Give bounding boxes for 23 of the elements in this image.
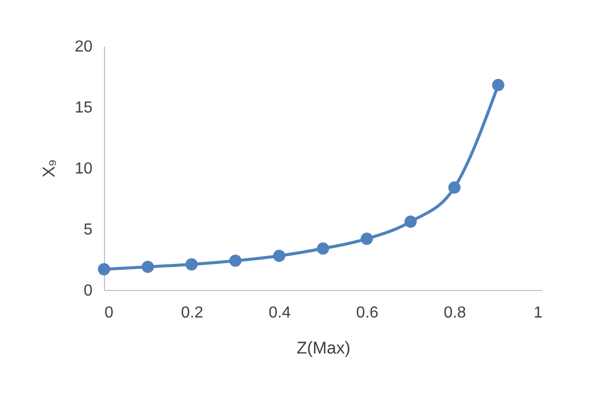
point [404,216,417,228]
y-tick-label: 0 [84,282,93,300]
point [492,78,504,92]
y-tick-label: 15 [74,100,93,116]
point [360,232,373,245]
point [98,263,110,276]
point [316,242,330,255]
x-axis-title: Z(Max) [296,338,350,358]
x-tick-label: 0.8 [444,304,466,322]
x-tick-label: 0 [104,304,114,322]
y-tick-label: 5 [84,222,93,238]
y-tick-label: 10 [74,160,93,178]
point [448,181,461,194]
y-tick-label: 20 [74,38,93,56]
x-tick-label: 1 [534,304,543,322]
y-axis-title: X₉ [40,159,59,178]
x-tick-label: 0.2 [180,304,204,322]
point [273,250,286,262]
point [229,254,242,267]
x-tick-label: 0.4 [268,304,291,322]
point [185,258,198,270]
x-tick-label: 0.6 [356,304,379,322]
point [142,260,154,273]
